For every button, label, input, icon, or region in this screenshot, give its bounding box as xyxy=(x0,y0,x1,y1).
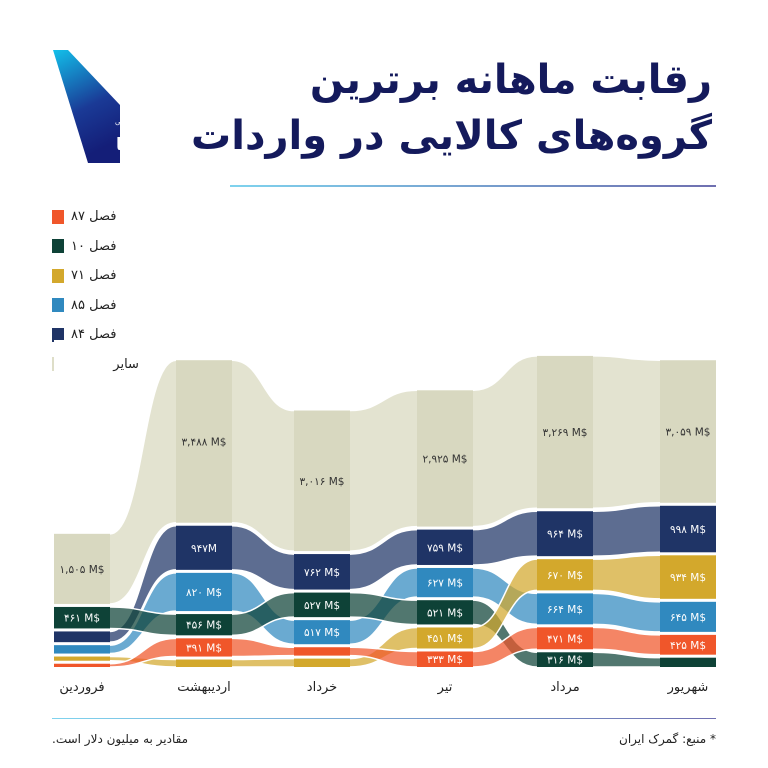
value-label: ۴۵۱ M$ xyxy=(427,633,463,645)
bar-fasl84 xyxy=(54,631,110,643)
title-line-1: رقابت ماهانه برترین xyxy=(309,57,712,103)
month-label: شهریور xyxy=(667,680,709,695)
bar-fasl10 xyxy=(660,657,716,667)
month-label: اردیبهشت xyxy=(177,680,231,695)
value-label: ۹۹۸ M$ xyxy=(670,524,706,536)
legend-item-fasl10: فصل ۱۰ xyxy=(52,232,139,262)
value-label: ۶۶۴ M$ xyxy=(547,604,583,616)
month-label: فروردین xyxy=(59,680,105,695)
bar-other xyxy=(54,533,110,604)
bar-other xyxy=(660,360,716,503)
legend-swatch xyxy=(52,239,64,254)
bar-fasl85 xyxy=(294,620,350,645)
bar-fasl71 xyxy=(537,559,593,591)
value-label: ۷۶۲ M$ xyxy=(304,567,340,579)
bar-fasl71 xyxy=(54,656,110,661)
bar-fasl85 xyxy=(417,567,473,598)
value-label: ۴۶۱ M$ xyxy=(64,613,100,625)
bar-fasl71 xyxy=(294,658,350,667)
legend-item-fasl84: فصل ۸۴ xyxy=(52,320,139,350)
bar-other xyxy=(417,390,473,527)
value-label: ۴۷۱ M$ xyxy=(547,633,583,645)
month-axis: فروردین اردیبهشت خرداد تیر مرداد شهریور xyxy=(0,680,768,700)
value-label: ۵۲۷ M$ xyxy=(304,600,340,612)
bar-fasl87 xyxy=(660,634,716,655)
source-note: * منبع: گمرک ایران xyxy=(619,732,716,746)
month-label: تیر xyxy=(437,680,453,695)
bar-fasl10 xyxy=(537,652,593,667)
bar-fasl85 xyxy=(660,601,716,632)
value-label: ۵۱۷ M$ xyxy=(304,627,340,639)
bar-fasl84 xyxy=(537,511,593,557)
unit-note: مقادیر به میلیون دلار است. xyxy=(52,732,189,746)
bar-fasl71 xyxy=(660,555,716,599)
value-label: ۶۲۷ M$ xyxy=(427,578,463,590)
value-label: ۱,۵۰۵ M$ xyxy=(60,564,105,576)
value-label: ۶۷۰ M$ xyxy=(547,570,583,582)
value-label: ۳۹۱ M$ xyxy=(186,642,222,654)
value-label: ۴۲۵ M$ xyxy=(670,640,706,652)
value-label: ۴۵۶ M$ xyxy=(186,620,222,632)
value-label: ۹۳۴ M$ xyxy=(670,572,706,584)
month-label: مرداد xyxy=(550,680,580,695)
value-label: ۶۴۵ M$ xyxy=(670,612,706,624)
legend-label: فصل ۱۰ xyxy=(71,238,117,254)
bar-fasl10 xyxy=(176,614,232,636)
bar-fasl10 xyxy=(294,592,350,618)
bar-fasl84 xyxy=(176,525,232,570)
legend-label: فصل ۷۱ xyxy=(71,268,117,284)
bar-fasl87 xyxy=(176,638,232,657)
value-label: ۳,۰۱۶ M$ xyxy=(300,476,345,488)
bar-other xyxy=(537,355,593,509)
bar-fasl87 xyxy=(417,651,473,667)
ribbon-chart: ۱,۵۰۵ M$ ۳,۴۸۸ M$ ۳,۰۱۶ M$ ۲,۹۲۵ M$ ۳,۲۶۹ M$… xyxy=(54,355,716,668)
bar-fasl85 xyxy=(176,572,232,612)
legend-swatch xyxy=(52,298,64,313)
legend-item-fasl85: فصل ۸۵ xyxy=(52,291,139,321)
value-label: ۸۲۰ M$ xyxy=(186,587,222,599)
bar-fasl87 xyxy=(54,663,110,667)
legend-swatch xyxy=(52,209,64,224)
bar-fasl71 xyxy=(417,627,473,649)
value-label: ۳,۴۸۸ M$ xyxy=(182,436,227,448)
legend-item-fasl87: فصل ۸۷ xyxy=(52,202,139,232)
value-label: ۳,۲۶۹ M$ xyxy=(543,427,588,439)
logo-text-small: مرکز داده‌پژوهی xyxy=(115,118,130,126)
value-label: ۷۵۹ M$ xyxy=(427,542,463,554)
value-label: ۳,۰۵۹ M$ xyxy=(666,427,711,439)
page-title: رقابت ماهانه برترین گروه‌های کالایی در و… xyxy=(191,52,712,164)
value-label: ۲,۹۲۵ M$ xyxy=(423,453,468,465)
footer-divider xyxy=(52,718,716,719)
bar-fasl71 xyxy=(176,659,232,667)
logo-text-big: ژرفا xyxy=(116,135,130,155)
bar-fasl87 xyxy=(294,647,350,656)
value-label: ۳۱۶ M$ xyxy=(547,655,583,667)
value-label: ۹۶۴ M$ xyxy=(547,529,583,541)
title-line-2: گروه‌های کالایی در واردات xyxy=(191,113,712,159)
legend-label: فصل ۸۷ xyxy=(71,209,117,225)
bar-other xyxy=(294,410,350,552)
value-label: ۹۴۷M xyxy=(191,543,217,555)
title-divider xyxy=(230,185,716,187)
legend-label: فصل ۸۴ xyxy=(71,327,117,343)
bar-fasl85 xyxy=(54,645,110,654)
logo: مرکز داده‌پژوهی ژرفا xyxy=(53,50,130,163)
legend-label: فصل ۸۵ xyxy=(71,297,117,313)
bar-fasl84 xyxy=(660,505,716,553)
bar-fasl85 xyxy=(537,593,593,625)
legend-item-fasl71: فصل ۷۱ xyxy=(52,261,139,291)
bar-other xyxy=(176,360,232,523)
bar-fasl84 xyxy=(294,554,350,590)
value-label: ۳۳۳ M$ xyxy=(427,654,463,666)
bar-fasl10 xyxy=(54,606,110,629)
legend-swatch xyxy=(52,327,64,342)
value-label: ۵۲۱ M$ xyxy=(427,607,463,619)
bar-fasl87 xyxy=(537,627,593,650)
month-label: خرداد xyxy=(306,680,338,695)
bar-fasl10 xyxy=(417,600,473,625)
bar-fasl84 xyxy=(417,529,473,565)
legend-swatch xyxy=(52,268,64,283)
